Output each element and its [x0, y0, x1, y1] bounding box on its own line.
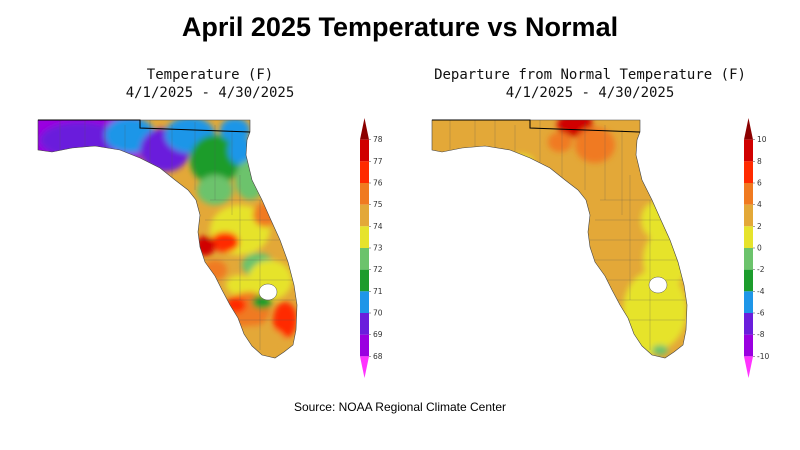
- right-map-title: Departure from Normal Temperature (F) 4/…: [420, 66, 760, 102]
- legend-swatch: [360, 161, 369, 183]
- legend-label: 74: [373, 222, 383, 231]
- right-map-title-line1: Departure from Normal Temperature (F): [434, 67, 746, 83]
- legend-swatch: [360, 356, 369, 378]
- source-credit: Source: NOAA Regional Climate Center: [293, 400, 507, 414]
- legend-label: 70: [373, 309, 383, 318]
- legend-swatch: [360, 269, 369, 292]
- left-map-title: Temperature (F) 4/1/2025 - 4/30/2025: [60, 66, 360, 102]
- right-map-title-line2: 4/1/2025 - 4/30/2025: [505, 85, 675, 101]
- legend-label: 75: [373, 200, 383, 209]
- legend-label: 76: [373, 179, 383, 188]
- legend-label: 77: [373, 157, 383, 166]
- legend-swatch: [360, 313, 369, 335]
- legend-label: 69: [373, 330, 383, 339]
- legend-label: 68: [373, 352, 383, 361]
- left-map-title-line1: Temperature (F): [146, 67, 274, 83]
- legend-swatch: [360, 204, 369, 227]
- legend-label: 72: [373, 265, 383, 274]
- legend-label: 78: [373, 135, 383, 144]
- legend-label: 73: [373, 244, 383, 253]
- legend-swatch: [360, 139, 369, 162]
- legend-swatch: [360, 183, 369, 205]
- temperature-legend: 78 77 76 75 74 73 72 71 70 69 68: [360, 118, 383, 378]
- page-title: April 2025 Temperature vs Normal: [181, 12, 619, 42]
- legend-label: 71: [373, 287, 383, 296]
- legend-swatch: [360, 118, 369, 140]
- legend-swatch: [360, 248, 369, 270]
- temperature-map-fill: [38, 120, 297, 358]
- legend-swatch: [360, 291, 369, 313]
- legend-swatch: [360, 226, 369, 248]
- legend-swatch: [360, 334, 369, 357]
- left-map-title-line2: 4/1/2025 - 4/30/2025: [125, 85, 295, 101]
